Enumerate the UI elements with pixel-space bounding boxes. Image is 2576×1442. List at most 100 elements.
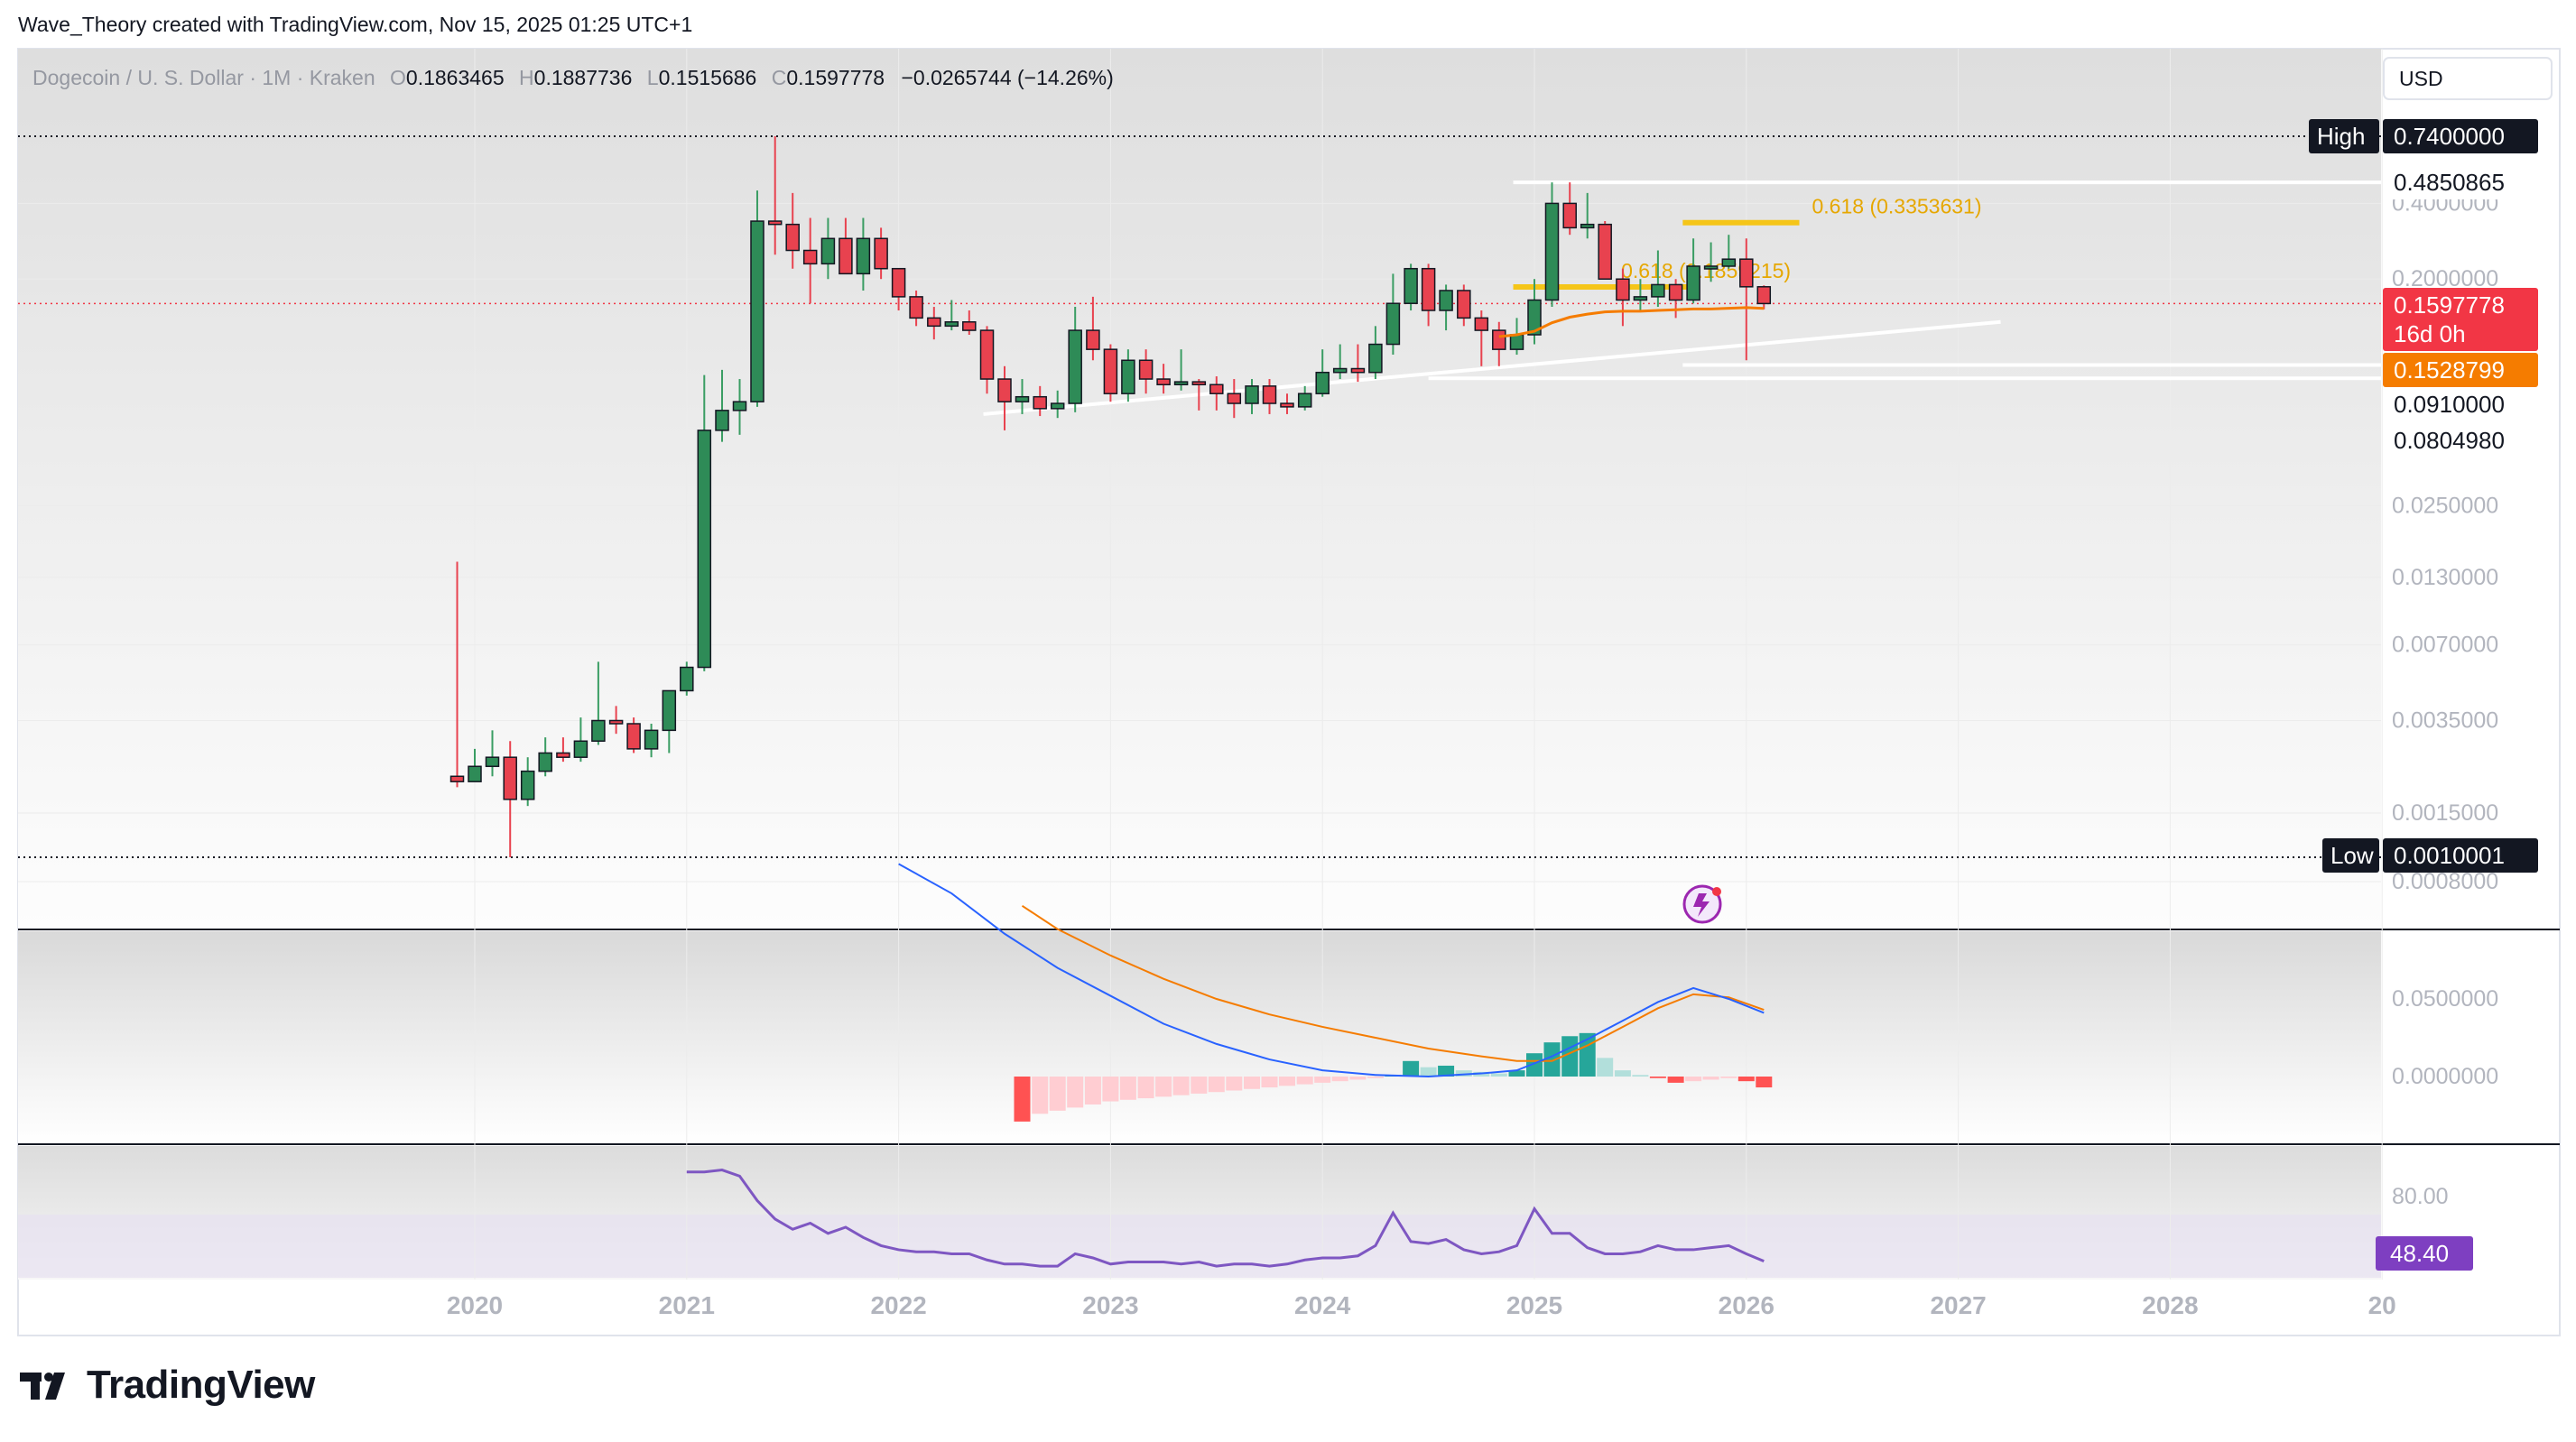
candle-body	[1686, 265, 1700, 301]
candle-body	[626, 723, 641, 750]
candle-body	[1227, 393, 1242, 404]
macd-histogram-bar	[1632, 1075, 1649, 1077]
candle-body	[1544, 202, 1560, 301]
candle-body	[767, 220, 783, 226]
macd-histogram-bar	[1208, 1077, 1225, 1093]
candle-up	[662, 689, 677, 753]
lightning-icon[interactable]	[1682, 884, 1722, 924]
footer: TradingView	[20, 1363, 315, 1408]
candle-body	[1404, 267, 1418, 304]
macd-histogram-bar	[1331, 1077, 1348, 1082]
candle-body	[1721, 258, 1737, 267]
candle-down	[1191, 379, 1207, 411]
candles	[449, 136, 1772, 858]
price-axis: 0.40000000.20000000.02500000.01300000.00…	[2392, 190, 2498, 1209]
macd-histogram-bar	[1014, 1077, 1031, 1122]
candle-body	[1332, 367, 1348, 374]
candle-up	[1015, 379, 1030, 414]
high-value: 0.1887736	[534, 66, 633, 89]
price-marker-tag: Low	[2330, 842, 2374, 869]
candle-up	[1050, 390, 1065, 419]
horizontal-lines	[18, 135, 2381, 858]
candle-up	[644, 724, 659, 758]
candle-up	[1121, 349, 1135, 402]
candle-body	[680, 666, 694, 692]
candle-down	[927, 307, 941, 340]
macd-histogram-bar	[1172, 1077, 1190, 1095]
price-marker-value: 0.4850865	[2394, 169, 2505, 196]
macd-histogram-bar	[1278, 1077, 1295, 1086]
candle-down	[1103, 344, 1118, 402]
candle-body	[1616, 278, 1630, 301]
candle-body	[1527, 299, 1542, 336]
macd-histogram-bar	[1508, 1070, 1525, 1077]
low-value: 0.1515686	[659, 66, 757, 89]
macd-histogram-bar	[1261, 1077, 1278, 1088]
candle-down	[1350, 344, 1366, 383]
currency-selector[interactable]	[2383, 57, 2553, 100]
candle-up	[697, 374, 712, 671]
candle-up	[1173, 349, 1189, 391]
candle-up	[591, 661, 606, 745]
candle-body	[1421, 267, 1436, 311]
trendline	[983, 319, 2001, 416]
candle-down	[1209, 376, 1224, 411]
candle-up	[750, 190, 764, 407]
candle-up	[944, 300, 959, 331]
candle-down	[449, 561, 465, 788]
candle-body	[874, 237, 888, 270]
candle-body	[732, 401, 747, 411]
price-marker-bg	[2383, 838, 2538, 873]
fib-level-label: 0.618 (0.1859215)	[1621, 259, 1791, 282]
candle-body	[1262, 385, 1277, 404]
candle-body	[802, 249, 818, 265]
currency-label: USD	[2399, 67, 2443, 90]
candle-body	[1598, 223, 1612, 280]
candle-body	[1562, 202, 1577, 229]
candle-down	[802, 217, 818, 304]
candle-body	[1068, 329, 1082, 404]
price-axis-label: 0.0070000	[2392, 633, 2498, 658]
rsi-band	[18, 1215, 2381, 1278]
candle-body	[1509, 334, 1524, 350]
candle-body	[503, 756, 517, 800]
candle-up	[1245, 379, 1259, 414]
candle-body	[608, 719, 624, 725]
candle-up	[856, 217, 871, 291]
rsi-value-badge: 48.40	[2376, 1236, 2473, 1271]
price-axis-label: 0.0250000	[2392, 494, 2498, 519]
candle-up	[820, 217, 836, 280]
price-marker-bg	[2383, 423, 2538, 458]
candle-body	[1580, 223, 1595, 229]
macd-histogram-bar	[1649, 1077, 1666, 1078]
candle-body	[697, 430, 712, 669]
candle-body	[715, 410, 729, 431]
macd-histogram-bar	[1155, 1077, 1172, 1097]
candle-body	[1474, 317, 1489, 331]
time-axis: 2020 2021 2022 2023 2024 2025 2026 2027 2028 20	[447, 1291, 2396, 1319]
macd-histogram-bar	[1226, 1077, 1243, 1091]
candle-body	[1350, 367, 1366, 374]
candle-up	[1439, 284, 1453, 331]
macd-histogram-bar	[1137, 1077, 1154, 1099]
candle-down	[1156, 364, 1171, 394]
candle-down	[626, 717, 641, 753]
macd-histogram-bar	[1420, 1067, 1437, 1077]
rsi-axis-label: 80.00	[2392, 1184, 2449, 1209]
candle-down	[1457, 284, 1471, 327]
price-marker-value: 0.0910000	[2394, 391, 2505, 418]
close-label: C	[772, 66, 787, 89]
macd-axis-label: 0.0000000	[2392, 1064, 2498, 1089]
price-marker-bg	[2383, 288, 2538, 351]
candle-down	[839, 217, 853, 275]
time-axis-label: 2028	[2142, 1291, 2198, 1319]
symbol-label: Dogecoin / U. S. Dollar · 1M · Kraken	[32, 66, 375, 89]
candle-up	[468, 748, 482, 782]
macd-histogram-bar	[1737, 1077, 1755, 1082]
candle-body	[520, 770, 535, 800]
fib-level-label: 0.618 (0.3353631)	[1812, 195, 1982, 218]
candle-down	[503, 741, 517, 858]
price-axis-label: 0.0130000	[2392, 565, 2498, 590]
candle-down	[997, 365, 1012, 430]
